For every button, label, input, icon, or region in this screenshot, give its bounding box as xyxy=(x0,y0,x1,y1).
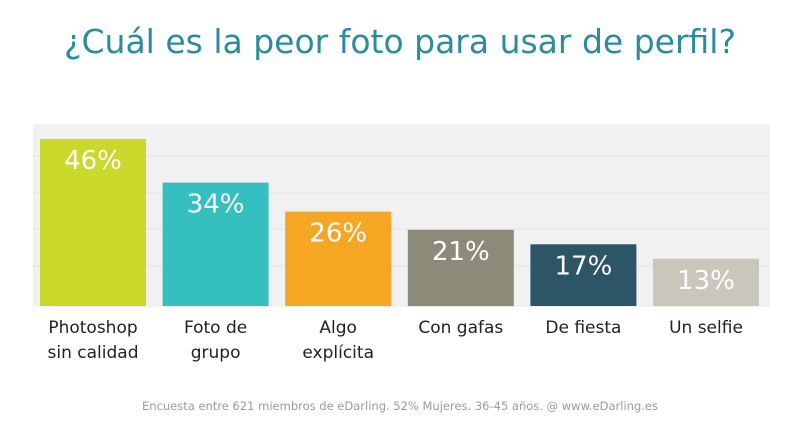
bar-chart: 46% 34% 26% 21% 17% 13% xyxy=(33,139,770,306)
bar-4 xyxy=(407,229,514,306)
category-label-2: Foto de grupo xyxy=(151,316,281,366)
bar-3 xyxy=(285,211,392,306)
plot-area: 46% 34% 26% 21% 17% 13% xyxy=(33,124,770,307)
bar-value-label-3: 26% xyxy=(309,219,367,249)
category-label-line: explícita xyxy=(302,343,374,363)
category-label-line: sin calidad xyxy=(47,343,139,363)
bar-5 xyxy=(530,244,637,306)
bar-value-label-1: 46% xyxy=(64,146,122,176)
bar-1 xyxy=(40,139,146,306)
category-label-line: grupo xyxy=(190,343,241,363)
bar-6 xyxy=(653,258,759,306)
bar-value-label-5: 17% xyxy=(555,251,613,281)
chart-title: ¿Cuál es la peor foto para usar de perfi… xyxy=(63,22,736,61)
category-label-1: Photoshop sin calidad xyxy=(28,316,158,366)
category-label-5: De fiesta xyxy=(518,316,648,341)
bar-value-label-2: 34% xyxy=(187,190,245,220)
bar-value-label-4: 21% xyxy=(432,237,490,267)
category-label-line: Algo xyxy=(319,318,357,338)
category-label-line: Un selfie xyxy=(669,318,743,338)
category-label-line: De fiesta xyxy=(545,318,622,338)
category-label-6: Un selfie xyxy=(641,316,771,341)
category-label-3: Algo explícita xyxy=(273,316,403,366)
bar-2 xyxy=(162,182,269,306)
category-label-line: Con gafas xyxy=(418,318,504,338)
category-label-line: Photoshop xyxy=(48,318,138,338)
category-label-4: Con gafas xyxy=(396,316,526,341)
source-note: Encuesta entre 621 miembros de eDarling.… xyxy=(142,399,658,413)
bar-value-label-6: 13% xyxy=(677,266,735,296)
category-label-line: Foto de xyxy=(183,318,248,338)
